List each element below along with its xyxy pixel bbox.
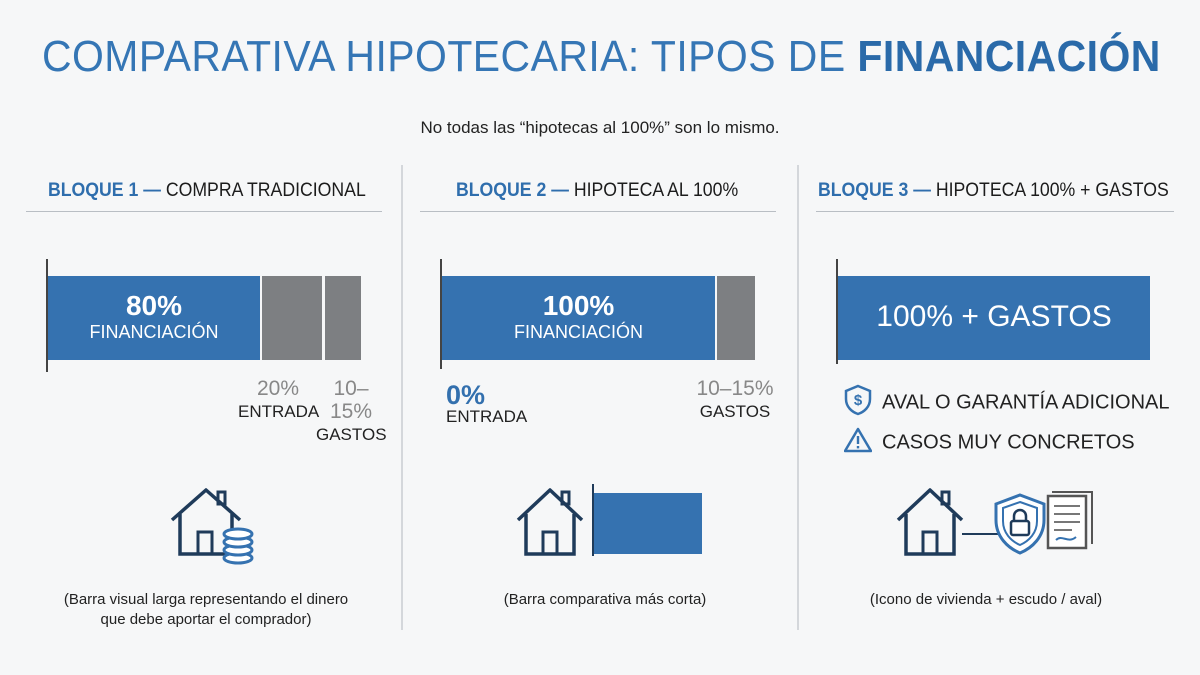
block-name: COMPRA TRADICIONAL (165, 180, 366, 201)
feature-text: AVAL O GARANTÍA ADICIONAL (882, 391, 1170, 414)
note-line: (Icono de vivienda + escudo / aval) (869, 591, 1103, 608)
entry-text: ENTRADA (446, 407, 528, 426)
title-emphasis: FINANCIACIÓN (857, 32, 1161, 81)
costs-text: GASTOS (316, 425, 387, 444)
financing-pct: 100% (542, 290, 615, 321)
financing-bar: 100% FINANCIACIÓN (442, 276, 715, 360)
costs-pct: 10–15% (696, 377, 774, 400)
block-3-note: (Icono de vivienda + escudo / aval) (796, 590, 1176, 610)
block-1-heading: BLOQUE 1 — COMPRA TRADICIONAL (48, 180, 366, 202)
costs-pct: 10– (333, 377, 369, 400)
entry-bar (262, 276, 322, 360)
costs-bar (717, 276, 755, 360)
coins-icon (222, 527, 254, 565)
document-icon (1046, 491, 1093, 550)
block-name: HIPOTECA 100% + GASTOS (935, 180, 1169, 201)
block-label: BLOQUE 1 — (48, 180, 161, 201)
shield-dollar-icon: $ (844, 384, 872, 422)
financing-label: FINANCIACIÓN (513, 322, 643, 342)
short-bar-icon (594, 493, 702, 554)
entry-text: ENTRADA (238, 402, 320, 421)
block-2: BLOQUE 2 — HIPOTECA AL 100% 100% FINANCI… (420, 162, 790, 632)
costs-pct: 15% (329, 400, 373, 423)
connector-line (962, 533, 998, 535)
shield-lock-icon (994, 493, 1046, 555)
note-line: que debe aportar el comprador) (100, 611, 312, 628)
feature-cases: CASOS MUY CONCRETOS (843, 427, 1135, 459)
financing-bar: 100% + GASTOS (838, 276, 1150, 360)
column-divider (401, 165, 403, 630)
block-label: BLOQUE 2 — (456, 180, 569, 201)
costs-label: 10– 15% GASTOS (316, 377, 387, 446)
svg-text:$: $ (854, 392, 863, 409)
block-label: BLOQUE 3 — (818, 180, 931, 201)
block-3-heading: BLOQUE 3 — HIPOTECA 100% + GASTOS (818, 180, 1169, 202)
financing-bar: 80% FINANCIACIÓN (48, 276, 260, 360)
page-subtitle: No todas las “hipotecas al 100%” son lo … (420, 118, 780, 137)
financing-label: 100% + GASTOS (876, 300, 1112, 333)
heading-rule (26, 211, 382, 212)
costs-label: 10–15% GASTOS (690, 378, 780, 423)
costs-bar (325, 276, 361, 360)
block-2-heading: BLOQUE 2 — HIPOTECA AL 100% (456, 180, 738, 202)
block-2-note: (Barra comparativa más corta) (420, 590, 790, 610)
financing-label: FINANCIACIÓN (89, 322, 219, 342)
bar-axis (836, 259, 838, 364)
block-3: BLOQUE 3 — HIPOTECA 100% + GASTOS 100% +… (816, 162, 1186, 632)
feature-text: CASOS MUY CONCRETOS (882, 431, 1135, 454)
bar-axis (440, 259, 442, 369)
entry-pct: 0% (446, 380, 486, 410)
costs-text: GASTOS (699, 402, 771, 421)
heading-rule (420, 211, 776, 212)
block-1: BLOQUE 1 — COMPRA TRADICIONAL 80% FINANC… (26, 162, 396, 632)
block-1-note: (Barra visual larga representando el din… (16, 590, 396, 630)
note-line: (Barra visual larga representando el din… (63, 591, 349, 608)
column-divider (797, 165, 799, 630)
financing-pct: 80% (125, 290, 183, 321)
entry-label: 0% ENTRADA (446, 380, 536, 428)
entry-label: 20% ENTRADA (238, 377, 320, 423)
warning-icon (843, 427, 873, 459)
house-icon (896, 488, 964, 556)
title-text: COMPARATIVA HIPOTECARIA: TIPOS DE (42, 32, 858, 81)
page-title: COMPARATIVA HIPOTECARIA: TIPOS DE FINANC… (42, 32, 1161, 82)
note-line: (Barra comparativa más corta) (503, 591, 707, 608)
bar-axis (46, 259, 48, 372)
short-bar-axis (592, 484, 594, 556)
house-icon (516, 488, 584, 556)
feature-guarantee: $ AVAL O GARANTÍA ADICIONAL (844, 384, 1170, 422)
block-name: HIPOTECA AL 100% (573, 180, 739, 201)
heading-rule (816, 211, 1174, 212)
entry-pct: 20% (256, 377, 300, 400)
